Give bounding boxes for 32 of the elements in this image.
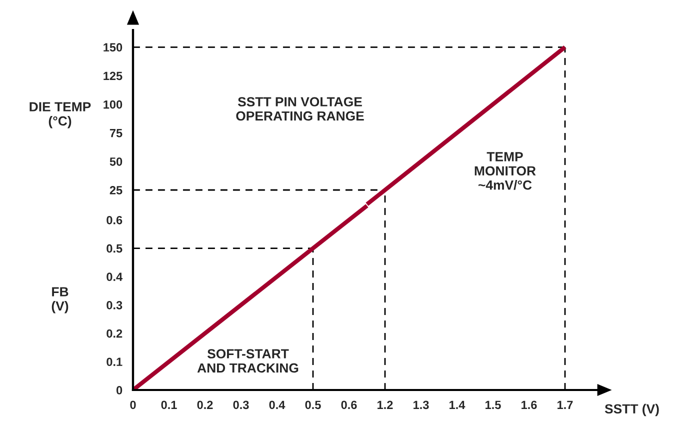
x-tick-label: 0.3: [233, 400, 249, 410]
y-tick-label: 0: [116, 386, 122, 394]
x-tick-label: 0: [130, 400, 136, 410]
x-tick-label: 0.2: [197, 400, 213, 410]
y-tick-label: 0.3: [106, 300, 122, 310]
annotation: SOFT-START AND TRACKING: [197, 349, 298, 373]
x-tick-label: 0.5: [305, 400, 321, 410]
annotation: SSTT PIN VOLTAGE OPERATING RANGE: [236, 97, 364, 121]
annotation: TEMP MONITOR ~4mV/°C: [474, 152, 536, 190]
y-tick-label: 0.5: [106, 244, 122, 253]
x-axis-title: SSTT (V): [604, 404, 659, 416]
y-tick-label: 125: [104, 72, 122, 80]
x-tick-label: 0.4: [269, 400, 286, 410]
y-tick-label: 75: [110, 129, 122, 138]
x-tick-label: 1.3: [414, 400, 429, 410]
y-tick-label: 0.2: [106, 329, 122, 338]
y-tick-label: 0.1: [106, 358, 122, 366]
y-axis-title: DIE TEMP (°C): [30, 102, 91, 128]
y-axis-title: FB (V): [52, 287, 68, 314]
x-tick-label: 0.1: [161, 400, 177, 410]
y-tick-label: 50: [110, 157, 122, 166]
y-tick-label: 0.6: [106, 216, 122, 224]
x-tick-label: 1.4: [450, 400, 466, 409]
x-tick-label: 1.7: [558, 400, 573, 409]
x-tick-label: 1.6: [522, 400, 537, 410]
x-tick-label: 0.6: [341, 400, 357, 410]
x-tick-label: 1.5: [486, 400, 501, 410]
y-tick-label: 0.4: [106, 272, 123, 282]
y-tick-label: 25: [110, 186, 122, 194]
y-tick-label: 100: [104, 100, 122, 109]
x-tick-label: 1.2: [378, 400, 393, 409]
y-tick-label: 150: [104, 43, 122, 52]
